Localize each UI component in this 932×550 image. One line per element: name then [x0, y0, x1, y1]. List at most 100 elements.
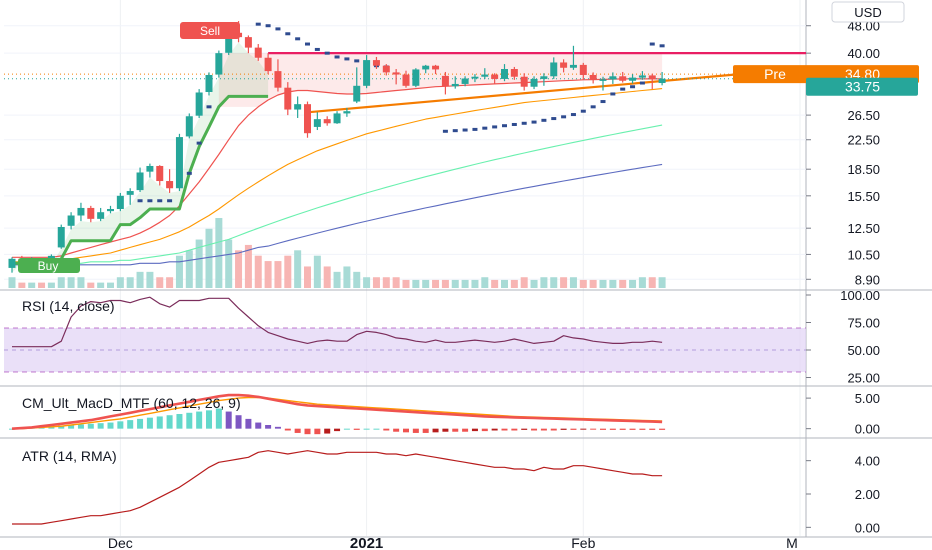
candle-body[interactable] [8, 258, 16, 268]
candle-body[interactable] [471, 76, 479, 79]
atr-tick-label: 2.00 [855, 487, 880, 502]
candle-body[interactable] [422, 65, 430, 70]
volume-bar [254, 255, 262, 288]
candle-body[interactable] [57, 226, 65, 248]
candle-body[interactable] [195, 92, 203, 116]
candle-body[interactable] [451, 83, 459, 87]
trendline [307, 73, 741, 114]
buy-signal[interactable]: Buy [18, 258, 80, 273]
candle-body[interactable] [107, 208, 114, 212]
candle-body[interactable] [304, 104, 311, 134]
candle-body[interactable] [146, 165, 154, 172]
candle-body[interactable] [156, 165, 164, 182]
time-axis[interactable]: Dec 2021 Feb M [108, 535, 798, 550]
candle-body[interactable] [629, 77, 637, 81]
candle-body[interactable] [185, 116, 193, 137]
psar-dot [314, 47, 320, 51]
macd-histogram-bar [619, 428, 626, 430]
candle-body[interactable] [353, 85, 361, 102]
candle-body[interactable] [67, 215, 75, 226]
candle-body[interactable] [560, 62, 568, 68]
sell-signal[interactable]: Sell [180, 22, 240, 39]
candle-body[interactable] [569, 64, 577, 68]
macd-histogram-bar [77, 424, 84, 429]
candle-body[interactable] [87, 207, 95, 219]
candle-body[interactable] [254, 47, 262, 58]
candle-body[interactable] [244, 37, 252, 48]
candle-body[interactable] [432, 65, 440, 70]
candle-body[interactable] [313, 119, 321, 127]
candle-body[interactable] [284, 87, 292, 110]
candle-body[interactable] [97, 212, 105, 219]
macd-histogram-bar [324, 428, 331, 434]
candle-body[interactable] [333, 113, 341, 124]
psar-dot [275, 27, 281, 31]
price-axis[interactable]: 8.90 10.50 12.50 15.50 18.50 22.50 26.50 40.00 4… [733, 19, 919, 536]
currency-badge[interactable]: USD [831, 1, 905, 23]
psar-dot [620, 87, 626, 91]
candle-body[interactable] [175, 137, 183, 189]
candle-body[interactable] [323, 119, 331, 124]
psar-dot [511, 122, 517, 126]
atr-pane[interactable] [12, 450, 663, 525]
candle-body[interactable] [599, 79, 607, 81]
candle-body[interactable] [619, 76, 627, 81]
candle-body[interactable] [166, 181, 174, 189]
candle-body[interactable] [274, 71, 282, 88]
candle-body[interactable] [294, 104, 302, 110]
candle-body[interactable] [501, 69, 508, 79]
psar-dot [206, 105, 212, 109]
candle-body[interactable] [481, 74, 489, 77]
price-tick-label: 8.90 [855, 272, 880, 287]
candle-body[interactable] [225, 32, 233, 53]
candle-body[interactable] [77, 207, 85, 216]
volume-bar [343, 266, 351, 288]
candle-body[interactable] [205, 74, 213, 93]
candle-body[interactable] [412, 69, 420, 86]
candle-body[interactable] [441, 75, 449, 87]
macd-histogram-bar [97, 423, 104, 429]
candle-body[interactable] [215, 53, 223, 75]
candle-body[interactable] [126, 191, 134, 195]
candle-body[interactable] [363, 60, 371, 86]
sell-signal-box [180, 22, 240, 39]
candle-body[interactable] [648, 75, 656, 80]
candle-body[interactable] [116, 195, 124, 209]
volume-bar [471, 279, 479, 288]
candle-body[interactable] [589, 74, 597, 80]
candle-body[interactable] [402, 74, 410, 86]
volume-bar [38, 282, 46, 288]
last-price-tag[interactable]: 33.75 [806, 77, 918, 96]
candle-body[interactable] [136, 172, 144, 191]
candle-body[interactable] [372, 60, 380, 66]
candle-body[interactable] [520, 76, 528, 87]
price-tick-label: 18.50 [847, 162, 880, 177]
macd-histogram-bar [156, 416, 163, 429]
psar-dot [255, 22, 261, 26]
candle-body[interactable] [638, 75, 646, 78]
candle-body[interactable] [540, 76, 548, 79]
candle-body[interactable] [658, 78, 666, 84]
price-pane[interactable]: Sell Buy [4, 21, 806, 288]
volume-bar [353, 271, 361, 288]
candle-body[interactable] [530, 78, 538, 87]
psar-dot [295, 37, 301, 41]
macd-histogram-bar [393, 428, 400, 432]
rsi-pane[interactable] [4, 296, 806, 373]
candle-body[interactable] [461, 78, 469, 84]
candle-body[interactable] [510, 69, 518, 77]
candle-body[interactable] [392, 72, 400, 75]
candle-body[interactable] [609, 76, 617, 80]
time-tick-label: 2021 [350, 535, 383, 550]
candle-body[interactable] [343, 111, 351, 114]
candle-body[interactable] [264, 57, 272, 72]
candle-body[interactable] [550, 62, 558, 77]
psar-dot [157, 199, 163, 203]
macd-histogram-bar [442, 428, 449, 432]
candle-body[interactable] [382, 65, 390, 73]
candle-body[interactable] [579, 64, 587, 75]
macd-pane[interactable] [9, 393, 666, 435]
candle-body[interactable] [491, 74, 499, 79]
